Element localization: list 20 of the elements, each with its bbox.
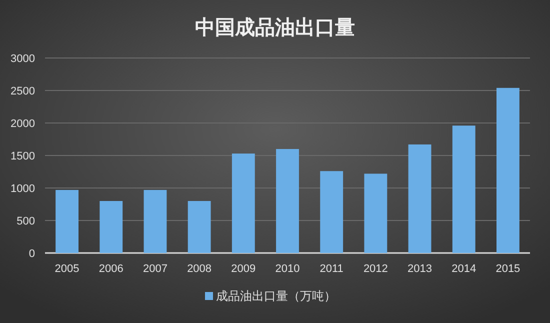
y-tick-label: 3000	[10, 53, 35, 65]
x-tick-label: 2014	[452, 263, 476, 275]
legend-label: 成品油出口量（万吨）	[216, 289, 336, 303]
x-tick-label: 2009	[231, 263, 256, 275]
y-tick-label: 1500	[10, 150, 35, 162]
x-tick-label: 2011	[320, 263, 344, 275]
y-tick-label: 1000	[10, 183, 35, 195]
y-tick-label: 500	[16, 216, 35, 228]
y-tick-label: 2000	[10, 118, 35, 130]
y-tick-label: 2500	[10, 86, 35, 98]
y-tick-label: 0	[28, 248, 35, 260]
x-tick-label: 2006	[98, 263, 124, 275]
x-tick-label: 2005	[54, 263, 80, 275]
chart-title: 中国成品油出口量	[195, 17, 355, 39]
x-tick-label: 2010	[275, 263, 300, 275]
x-tick-label: 2013	[408, 263, 432, 275]
x-tick-label: 2007	[142, 263, 168, 275]
x-tick-label: 2012	[363, 263, 388, 275]
x-tick-label: 2008	[187, 263, 212, 275]
x-tick-label: 2015	[496, 263, 520, 275]
